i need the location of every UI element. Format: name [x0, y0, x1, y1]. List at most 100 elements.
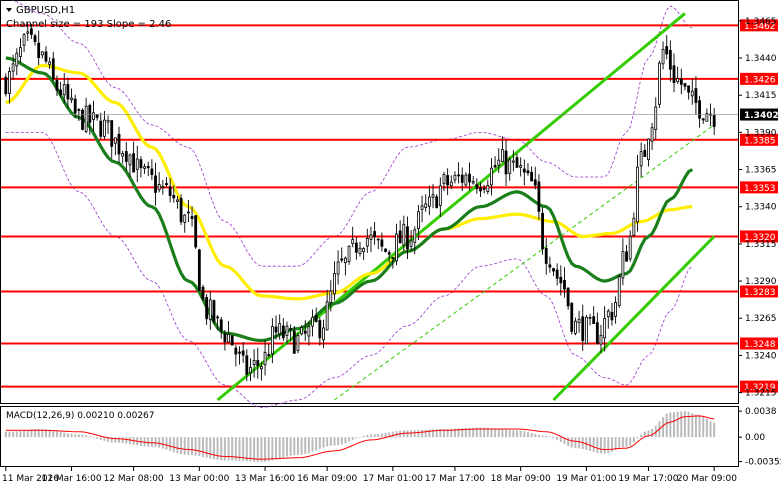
bollinger-bands	[5, 0, 693, 408]
macd-histogram-bar	[344, 437, 347, 444]
bear-candle-body	[314, 315, 318, 322]
candle	[365, 228, 369, 253]
bear-candle-body	[186, 211, 190, 214]
bull-candle-body	[442, 174, 446, 184]
candle	[679, 68, 683, 95]
level-label: 1.3283	[744, 288, 776, 298]
macd-histogram-bar	[15, 431, 18, 438]
bear-candle-body	[482, 187, 486, 190]
bull-candle-body	[311, 316, 314, 327]
candle	[566, 287, 570, 310]
candle	[219, 317, 223, 339]
candle	[92, 100, 95, 132]
macd-histogram-bar	[424, 429, 427, 438]
macd-histogram-bar	[191, 437, 194, 456]
candle	[544, 237, 548, 275]
candle	[552, 267, 555, 277]
bear-candle-body	[154, 175, 157, 193]
bear-candle-body	[354, 242, 358, 253]
time-tick-label: 19 Mar 01:00	[556, 474, 616, 484]
candle	[650, 122, 654, 151]
candle	[522, 159, 526, 186]
candle	[8, 67, 11, 104]
macd-histogram-bar	[428, 429, 431, 438]
candle	[4, 73, 8, 97]
candle	[245, 349, 249, 381]
candle	[22, 32, 26, 53]
channel-info: Channel size = 193 Slope = 2.46	[6, 19, 171, 30]
macd-label: MACD(12,26,9) 0.00210 0.00267	[6, 411, 155, 421]
macd-histogram-bar	[158, 437, 161, 448]
bear-candle-body	[665, 46, 669, 55]
macd-histogram-bar	[176, 437, 179, 454]
macd-histogram-bar	[453, 428, 456, 438]
candle	[311, 309, 314, 337]
candle	[515, 153, 519, 168]
fast-moving-average	[5, 56, 694, 343]
candle	[70, 88, 73, 104]
bull-candle-body	[121, 153, 125, 157]
bear-candle-body	[245, 355, 249, 375]
macd-histogram-bar	[278, 437, 281, 459]
price-tick-label: 1.3390	[745, 128, 777, 138]
price-tick-label: 1.3415	[745, 91, 777, 101]
bear-candle-body	[694, 88, 698, 103]
candle	[672, 53, 676, 93]
candle	[252, 349, 256, 378]
macd-histogram-bar	[348, 437, 351, 442]
macd-histogram-bar	[508, 430, 511, 438]
bull-candle-body	[307, 325, 311, 337]
candle	[289, 324, 293, 342]
macd-histogram-bar	[665, 413, 668, 438]
bear-candle-body	[172, 195, 176, 199]
macd-histogram-bar	[450, 428, 453, 438]
candle	[256, 347, 260, 379]
candle	[658, 60, 661, 109]
macd-histogram-bar	[545, 435, 548, 438]
candle	[559, 265, 563, 296]
slow-moving-average	[5, 63, 693, 301]
bull-candle-body	[413, 229, 417, 243]
candle	[340, 247, 344, 263]
bull-candle-body	[705, 113, 709, 122]
bear-candle-body	[281, 325, 285, 339]
candle	[526, 163, 530, 176]
candle	[384, 248, 387, 253]
macd-histogram-bar	[362, 435, 365, 438]
bull-candle-body	[369, 234, 373, 240]
macd-histogram-bar	[530, 433, 533, 438]
candle	[238, 346, 241, 365]
candle	[186, 199, 190, 223]
bull-candle-body	[252, 360, 256, 365]
bear-candle-body	[150, 168, 154, 175]
macd-histogram-bar	[629, 437, 632, 446]
candle	[617, 274, 621, 308]
macd-histogram-bar	[271, 437, 274, 461]
bear-candle-body	[552, 268, 555, 272]
candle	[683, 83, 687, 91]
candle	[11, 54, 15, 80]
candle	[369, 226, 373, 253]
bear-candle-body	[384, 248, 387, 252]
candle	[362, 247, 366, 261]
price-tick-label: 1.3465	[745, 17, 777, 27]
macd-histogram-bar	[632, 437, 635, 443]
macd-histogram-bar	[355, 437, 358, 439]
bear-candle-body	[398, 230, 402, 244]
macd-histogram-bar	[358, 436, 362, 438]
macd-histogram-bar	[125, 437, 128, 444]
upper-band-line	[11, 0, 693, 267]
candle	[588, 313, 592, 326]
bear-candle-body	[81, 109, 84, 130]
candle	[190, 206, 194, 227]
bear-candle-body	[44, 51, 48, 62]
macd-histogram-bar	[406, 430, 409, 438]
macd-histogram-bar	[713, 422, 716, 438]
candle	[373, 221, 377, 245]
candle	[26, 23, 30, 41]
macd-histogram-bar	[687, 411, 690, 438]
dropdown-triangle-icon[interactable]	[6, 8, 12, 12]
macd-histogram-bar	[150, 437, 153, 447]
bear-candle-body	[59, 89, 62, 95]
candle	[157, 172, 161, 193]
